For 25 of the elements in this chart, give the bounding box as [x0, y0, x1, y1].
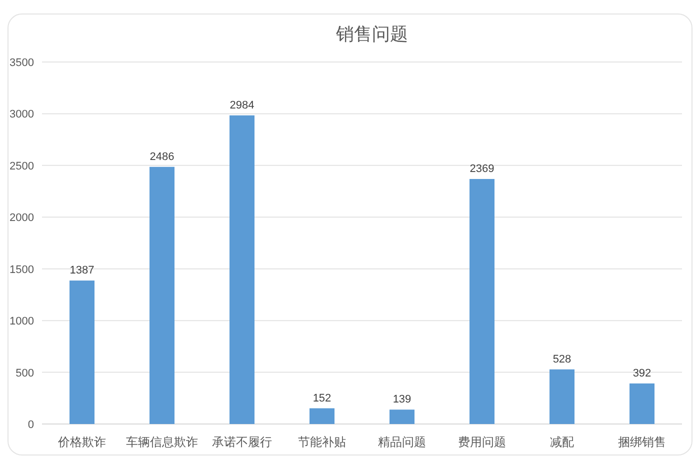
y-tick-label: 2000: [10, 212, 34, 224]
data-label: 139: [392, 394, 412, 406]
y-tick-label: 1000: [10, 316, 34, 328]
data-label: 2984: [230, 99, 254, 112]
x-tick-label: 车辆信息欺诈: [126, 435, 198, 449]
data-label: 2369: [470, 162, 494, 175]
data-label: 152: [312, 392, 332, 404]
x-tick-label: 减配: [550, 435, 574, 449]
x-tick-label: 捆绑销售: [618, 435, 666, 449]
y-tick-label: 2500: [10, 160, 34, 172]
y-tick-label: 1500: [10, 264, 34, 276]
title: 销售问题: [336, 24, 408, 44]
data-label: 392: [632, 367, 652, 380]
x-tick-label: 费用问题: [458, 435, 506, 449]
x-tick-label: 价格欺诈: [58, 435, 106, 449]
x-tick-label: 节能补贴: [298, 435, 346, 449]
x-tick-label: 承诺不履行: [212, 435, 272, 449]
data-label: 1387: [70, 264, 94, 277]
x-tick-label: 精品问题: [378, 435, 426, 449]
y-tick-label: 3000: [10, 108, 34, 121]
y-tick-label: 0: [28, 419, 34, 431]
data-label: 528: [552, 353, 572, 366]
y-tick-label: 500: [16, 367, 34, 380]
y-tick-label: 3500: [10, 57, 34, 69]
data-label: 2486: [150, 150, 174, 163]
